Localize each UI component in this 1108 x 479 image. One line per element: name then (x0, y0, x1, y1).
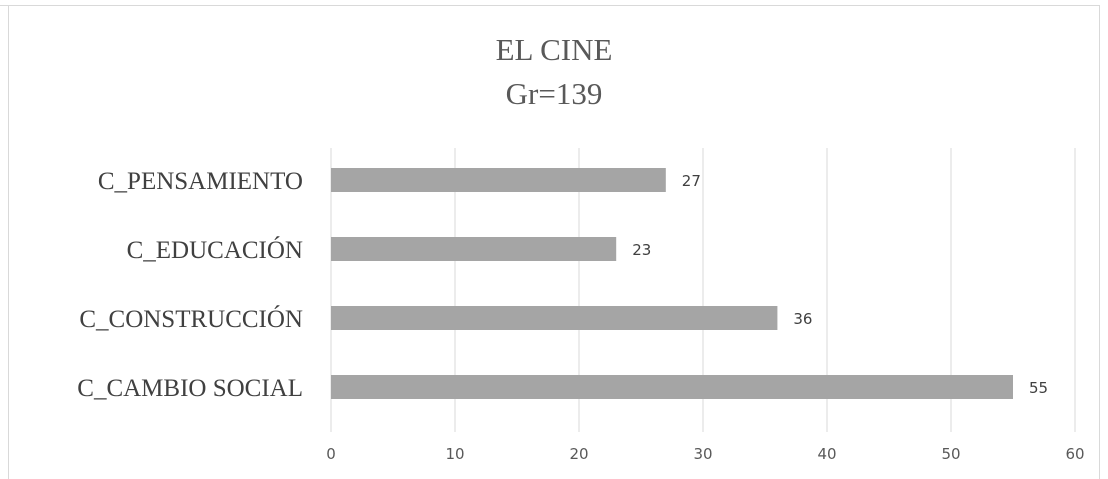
chart-subtitle: Gr=139 (505, 76, 603, 111)
data-label-1: 23 (632, 241, 651, 259)
x-tick-label-10: 10 (445, 445, 464, 463)
data-label-3: 55 (1029, 379, 1048, 397)
bar-0 (331, 168, 666, 192)
bar-2 (331, 306, 778, 330)
x-tick-label-40: 40 (817, 445, 836, 463)
category-label-1: C_EDUCACIÓN (127, 236, 303, 264)
frame-border-top (0, 5, 1100, 6)
x-tick-label-60: 60 (1065, 445, 1084, 463)
x-tick-label-30: 30 (693, 445, 712, 463)
category-label-2: C_CONSTRUCCIÓN (79, 305, 303, 333)
frame-border-right (1099, 5, 1100, 479)
category-label-3: C_CAMBIO SOCIAL (77, 375, 303, 402)
x-tick-label-20: 20 (569, 445, 588, 463)
bars (331, 168, 1013, 399)
data-label-2: 36 (793, 310, 812, 328)
x-tick-label-0: 0 (326, 445, 336, 463)
bar-3 (331, 375, 1013, 399)
x-tick-labels: 0 10 20 30 40 50 60 (326, 445, 1084, 463)
data-label-0: 27 (682, 172, 701, 190)
frame-border-left (8, 5, 9, 479)
data-labels: 27 23 36 55 (632, 172, 1048, 397)
category-labels: C_PENSAMIENTO C_EDUCACIÓN C_CONSTRUCCIÓN C_… (77, 168, 303, 402)
x-tick-label-50: 50 (941, 445, 960, 463)
bar-1 (331, 237, 617, 261)
chart-title: EL CINE (495, 32, 613, 67)
category-label-0: C_PENSAMIENTO (98, 168, 303, 195)
